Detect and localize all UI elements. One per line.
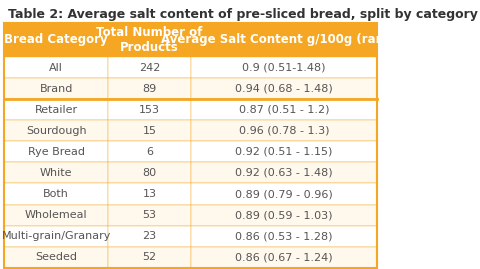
Bar (191, 247, 377, 268)
Bar (108, 99, 191, 121)
Text: 6: 6 (146, 147, 153, 157)
Bar (108, 23, 191, 57)
Bar (108, 141, 191, 162)
Text: Table 2: Average salt content of pre-sliced bread, split by category: Table 2: Average salt content of pre-sli… (8, 8, 478, 21)
Text: 0.92 (0.63 - 1.48): 0.92 (0.63 - 1.48) (235, 168, 333, 178)
Text: Average Salt Content g/100g (range): Average Salt Content g/100g (range) (161, 34, 406, 47)
Text: 0.86 (0.67 - 1.24): 0.86 (0.67 - 1.24) (235, 252, 333, 262)
Text: 0.86 (0.53 - 1.28): 0.86 (0.53 - 1.28) (235, 231, 333, 241)
Text: 13: 13 (143, 189, 156, 199)
Bar (191, 78, 377, 99)
Text: Seeded: Seeded (35, 252, 77, 262)
Text: 0.9 (0.51-1.48): 0.9 (0.51-1.48) (242, 63, 325, 73)
Bar (108, 162, 191, 183)
Bar (4, 78, 108, 99)
Bar (4, 204, 108, 225)
Bar (191, 204, 377, 225)
Bar (4, 99, 108, 121)
Text: 242: 242 (139, 63, 160, 73)
Text: Multi-grain/Granary: Multi-grain/Granary (1, 231, 111, 241)
Text: 80: 80 (143, 168, 156, 178)
Text: 15: 15 (143, 126, 156, 136)
Text: Rye Bread: Rye Bread (28, 147, 84, 157)
Text: 0.96 (0.78 - 1.3): 0.96 (0.78 - 1.3) (239, 126, 329, 136)
Text: Brand: Brand (39, 84, 73, 94)
Text: 0.89 (0.59 - 1.03): 0.89 (0.59 - 1.03) (235, 210, 333, 220)
Bar (108, 78, 191, 99)
Bar (191, 99, 377, 121)
Bar (191, 121, 377, 141)
Bar (108, 57, 191, 78)
Bar (4, 23, 108, 57)
Text: Total Number of
Products: Total Number of Products (96, 26, 203, 54)
Bar (191, 183, 377, 204)
Bar (4, 247, 108, 268)
Text: Both: Both (43, 189, 69, 199)
Text: 53: 53 (143, 210, 156, 220)
Bar (108, 204, 191, 225)
Bar (4, 57, 108, 78)
Text: Bread Category: Bread Category (4, 34, 108, 47)
Bar (191, 225, 377, 247)
Text: 0.94 (0.68 - 1.48): 0.94 (0.68 - 1.48) (235, 84, 333, 94)
Bar (4, 225, 108, 247)
Bar (108, 121, 191, 141)
Text: White: White (40, 168, 72, 178)
Bar (4, 121, 108, 141)
Text: Wholemeal: Wholemeal (25, 210, 87, 220)
Text: 23: 23 (143, 231, 156, 241)
Text: Sourdough: Sourdough (26, 126, 86, 136)
Bar (191, 141, 377, 162)
Bar (191, 162, 377, 183)
Bar (108, 183, 191, 204)
Text: 0.89 (0.79 - 0.96): 0.89 (0.79 - 0.96) (235, 189, 333, 199)
Text: 0.87 (0.51 - 1.2): 0.87 (0.51 - 1.2) (239, 105, 329, 115)
Text: 89: 89 (143, 84, 156, 94)
Bar (191, 23, 377, 57)
Bar (4, 183, 108, 204)
Text: Retailer: Retailer (35, 105, 78, 115)
Bar (108, 225, 191, 247)
Bar (191, 57, 377, 78)
Bar (4, 141, 108, 162)
Bar (4, 162, 108, 183)
Text: 153: 153 (139, 105, 160, 115)
Text: All: All (49, 63, 63, 73)
Bar (108, 247, 191, 268)
Text: 52: 52 (143, 252, 156, 262)
Text: 0.92 (0.51 - 1.15): 0.92 (0.51 - 1.15) (235, 147, 333, 157)
